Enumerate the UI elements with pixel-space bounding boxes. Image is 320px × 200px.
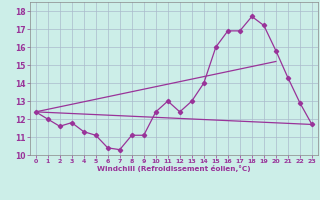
X-axis label: Windchill (Refroidissement éolien,°C): Windchill (Refroidissement éolien,°C): [97, 165, 251, 172]
